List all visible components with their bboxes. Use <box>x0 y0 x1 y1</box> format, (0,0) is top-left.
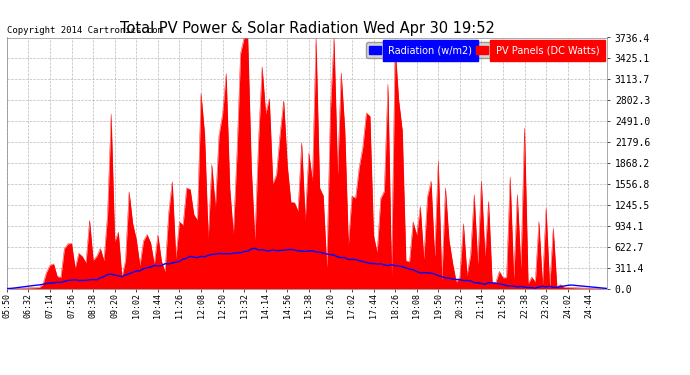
Legend: Radiation (w/m2), PV Panels (DC Watts): Radiation (w/m2), PV Panels (DC Watts) <box>366 42 602 58</box>
Title: Total PV Power & Solar Radiation Wed Apr 30 19:52: Total PV Power & Solar Radiation Wed Apr… <box>119 21 495 36</box>
Text: Copyright 2014 Cartronics.com: Copyright 2014 Cartronics.com <box>7 26 163 35</box>
